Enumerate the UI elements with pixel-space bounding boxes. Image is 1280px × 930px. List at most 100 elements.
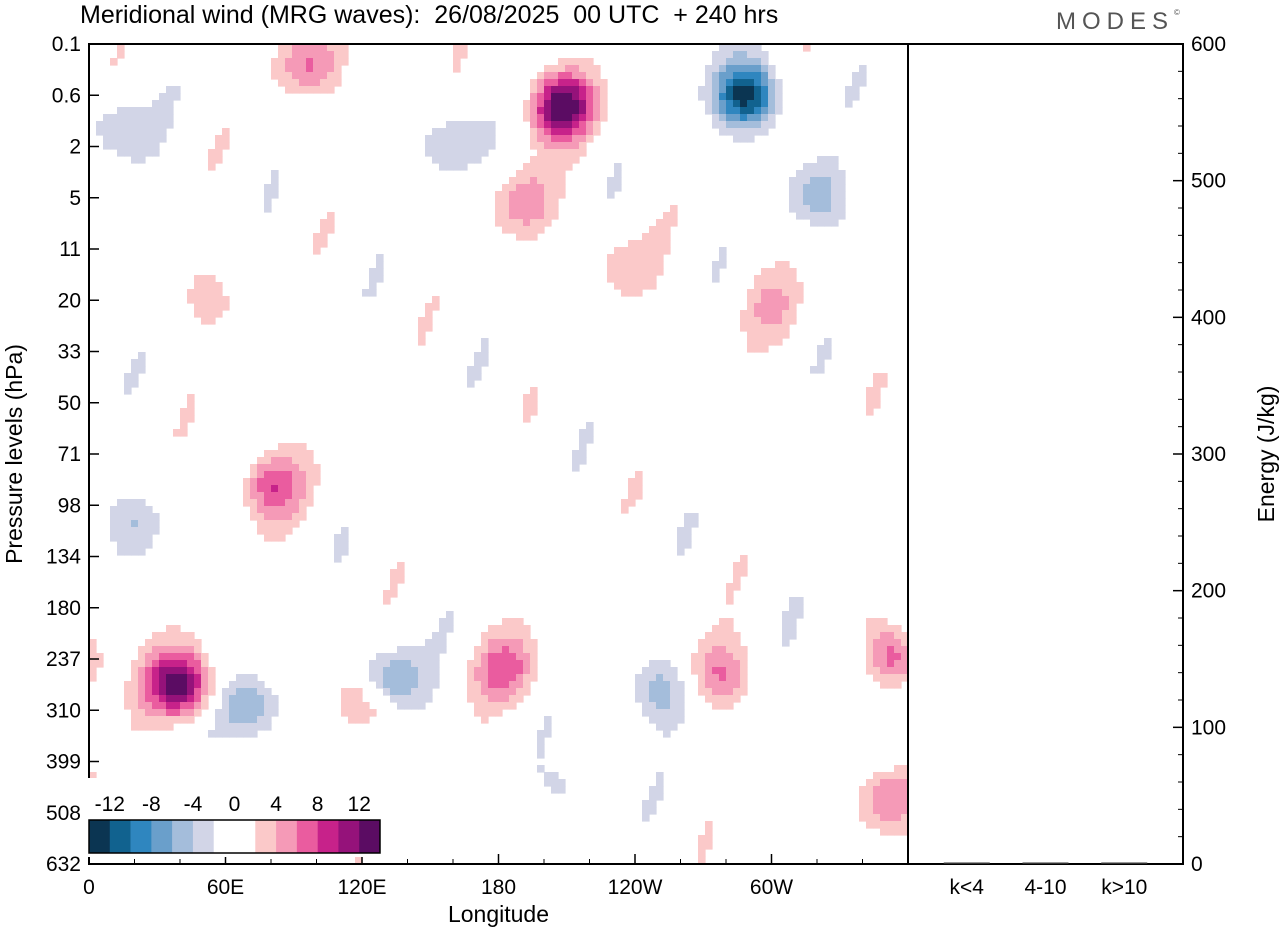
heatmap-cell	[803, 177, 811, 185]
heatmap-cell	[257, 471, 265, 479]
chart-title: Meridional wind (MRG waves): 26/08/2025 …	[80, 1, 779, 29]
heatmap-cell	[306, 51, 314, 59]
heatmap-cell	[642, 254, 650, 262]
heatmap-cell	[334, 555, 342, 563]
heatmap-cell	[544, 219, 552, 227]
heatmap-cell	[593, 128, 601, 136]
heatmap-cell	[649, 674, 657, 682]
heatmap-cell	[649, 681, 657, 689]
heatmap-cell	[264, 716, 272, 724]
heatmap-cell	[579, 79, 587, 87]
heatmap-cell	[285, 72, 293, 80]
energy-tick-label: 0	[1191, 853, 1203, 876]
heatmap-cell	[579, 429, 587, 437]
colorbar-swatch	[359, 820, 381, 853]
heatmap-cell	[327, 212, 335, 220]
heatmap-cell	[712, 632, 720, 640]
heatmap-cell	[222, 688, 230, 696]
heatmap-cell	[313, 471, 321, 479]
heatmap-cell	[859, 79, 867, 87]
heatmap-cell	[516, 632, 524, 640]
heatmap-cell	[460, 51, 468, 59]
heatmap-cell	[789, 282, 797, 290]
heatmap-cell	[537, 212, 545, 220]
heatmap-cell	[243, 492, 251, 500]
heatmap-cell	[313, 44, 321, 52]
heatmap-cell	[243, 702, 251, 710]
heatmap-cell	[271, 471, 279, 479]
heatmap-cell	[642, 709, 650, 717]
heatmap-cell	[887, 779, 895, 787]
heatmap-cell	[866, 660, 874, 668]
heatmap-cell	[887, 681, 895, 689]
heatmap-cell	[320, 51, 328, 59]
heatmap-cell	[131, 520, 139, 528]
heatmap-cell	[754, 345, 762, 353]
heatmap-cell	[271, 702, 279, 710]
heatmap-cell	[187, 394, 195, 402]
heatmap-cell	[117, 114, 125, 122]
heatmap-cell	[537, 751, 545, 759]
heatmap-cell	[719, 254, 727, 262]
heatmap-cell	[481, 128, 489, 136]
heatmap-cell	[586, 128, 594, 136]
heatmap-cell	[173, 709, 181, 717]
heatmap-cell	[145, 646, 153, 654]
colorbar-label: -4	[184, 793, 203, 816]
heatmap-cell	[124, 135, 132, 143]
heatmap-cell	[432, 156, 440, 164]
heatmap-cell	[873, 646, 881, 654]
heatmap-cell	[306, 44, 314, 52]
heatmap-cell	[530, 198, 538, 206]
heatmap-cell	[131, 513, 139, 521]
heatmap-cell	[726, 128, 734, 136]
heatmap-cell	[887, 667, 895, 675]
heatmap-cell	[404, 653, 412, 661]
heatmap-cell	[166, 688, 174, 696]
heatmap-cell	[285, 450, 293, 458]
heatmap-cell	[292, 485, 300, 493]
heatmap-cell	[775, 282, 783, 290]
heatmap-cell	[292, 51, 300, 59]
heatmap-cell	[726, 86, 734, 94]
heatmap-cell	[859, 814, 867, 822]
heatmap-cell	[453, 156, 461, 164]
heatmap-cell	[474, 149, 482, 157]
heatmap-cell	[208, 688, 216, 696]
heatmap-cell	[642, 702, 650, 710]
heatmap-cell	[355, 716, 363, 724]
heatmap-cell	[740, 555, 748, 563]
heatmap-cell	[775, 86, 783, 94]
heatmap-cell	[481, 681, 489, 689]
heatmap-cell	[334, 548, 342, 556]
heatmap-cell	[299, 443, 307, 451]
heatmap-cell	[628, 268, 636, 276]
heatmap-cell	[173, 646, 181, 654]
heatmap-cell	[768, 114, 776, 122]
energy-tick-label: 100	[1191, 716, 1226, 739]
heatmap-cell	[509, 632, 517, 640]
heatmap-cell	[425, 135, 433, 143]
heatmap-cell	[292, 86, 300, 94]
heatmap-cell	[208, 681, 216, 689]
heatmap-cell	[278, 72, 286, 80]
heatmap-cell	[180, 415, 188, 423]
heatmap-cell	[89, 639, 97, 647]
heatmap-cell	[516, 184, 524, 192]
heatmap-cell	[180, 646, 188, 654]
heatmap-cell	[110, 506, 118, 514]
heatmap-cell	[544, 212, 552, 220]
heatmap-cell	[726, 72, 734, 80]
heatmap-cell	[614, 170, 622, 178]
heatmap-cell	[152, 674, 160, 682]
heatmap-cell	[215, 303, 223, 311]
heatmap-cell	[866, 653, 874, 661]
heatmap-cell	[215, 723, 223, 731]
heatmap-cell	[817, 170, 825, 178]
heatmap-cell	[705, 72, 713, 80]
heatmap-cell	[684, 541, 692, 549]
heatmap-cell	[131, 499, 139, 507]
heatmap-cell	[215, 730, 223, 738]
heatmap-cell	[880, 373, 888, 381]
heatmap-cell	[159, 639, 167, 647]
